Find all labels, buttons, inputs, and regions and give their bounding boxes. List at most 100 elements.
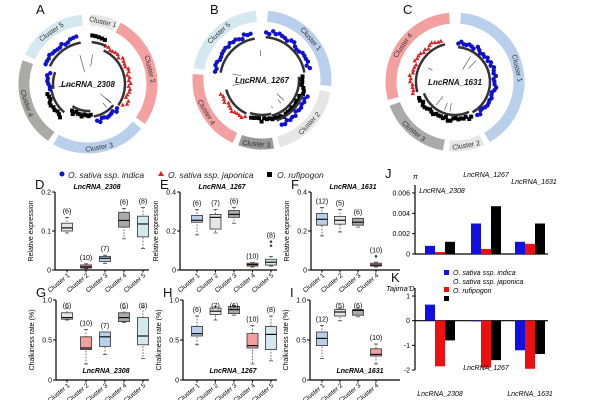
indica-marker (471, 46, 476, 51)
japonica-marker (432, 40, 438, 45)
japonica-marker (123, 64, 128, 69)
japonica-marker (221, 96, 227, 101)
rufipogon-marker (273, 115, 278, 120)
panel-letter-E: E (160, 177, 169, 192)
box-body (137, 215, 149, 238)
sample-count: (7) (101, 323, 110, 330)
cluster-ring-segment (25, 14, 84, 60)
tree-branch (225, 89, 247, 115)
indica-marker (214, 59, 220, 65)
sample-count: (6) (63, 303, 72, 310)
indica-marker (240, 36, 245, 42)
rufipogon-marker (285, 109, 290, 114)
indica-marker (46, 56, 51, 61)
y-tick-label: 0 (303, 268, 307, 275)
box-3: (6)Cluster 3 (214, 199, 240, 294)
bar-o-sativa-ssp-indica (471, 320, 481, 322)
y-tick-label: 0 (175, 378, 179, 385)
indica-marker (288, 117, 293, 123)
y-tick-label: 0.2 (41, 190, 51, 197)
legend-swatch-japonica (444, 287, 449, 292)
box-body (246, 333, 259, 349)
rufipogon-marker (301, 92, 306, 97)
panel-letter-I: I (290, 285, 294, 300)
japonica-marker (226, 100, 231, 105)
y-tick-label: 0.5 (169, 338, 179, 345)
rufipogon-marker (300, 74, 305, 79)
rufipogon-marker (443, 114, 448, 119)
box-1: (6)Cluster 1 (177, 307, 203, 400)
bar-o-sativa-ssp-japonica (525, 243, 535, 254)
rufipogon-marker (283, 111, 288, 116)
japonica-marker (416, 53, 421, 58)
indica-marker (226, 44, 231, 49)
rufipogon-marker (249, 115, 254, 120)
tree-branch (58, 85, 72, 87)
y-tick-label: -1 (404, 343, 410, 350)
indica-marker (223, 45, 228, 51)
rufipogon-marker (438, 114, 443, 119)
box-body (191, 214, 203, 223)
panel-e: E 0 0.2 0.4 Relative expression LncRNA_1267 (6… (153, 177, 277, 294)
y-axis-label: Tajima'D (386, 284, 415, 293)
species-legend: O. sativa ssp. indica O. sativa ssp. jap… (59, 170, 324, 180)
rufipogon-marker (431, 112, 436, 117)
rufipogon-marker (99, 36, 104, 41)
japonica-marker (410, 85, 415, 90)
tree-branch (422, 92, 470, 117)
indica-marker (236, 37, 242, 42)
tree-branch (444, 102, 448, 111)
japonica-marker (229, 109, 234, 114)
sample-count: (12) (316, 317, 328, 324)
box-body (99, 331, 111, 347)
indica-marker (241, 32, 247, 37)
cluster-ring-segment (389, 101, 446, 151)
tree-branch (449, 103, 452, 112)
indica-marker (296, 107, 302, 113)
japonica-marker (221, 94, 226, 99)
tree-gene-label: LncRNA_1267 (235, 76, 289, 85)
box-outlier (374, 255, 378, 258)
rufipogon-marker (434, 111, 439, 116)
sample-count: (10) (246, 254, 258, 261)
indica-marker (488, 60, 494, 65)
cluster-ring-segment (385, 12, 451, 100)
tree-branch (50, 90, 66, 114)
tree-branch (91, 40, 107, 48)
rufipogon-marker (88, 112, 93, 117)
rufipogon-marker (84, 113, 89, 118)
panel-letter-D: D (35, 177, 44, 192)
japonica-marker (410, 82, 415, 87)
y-axis-label: Relative expression (284, 200, 291, 261)
rufipogon-marker (47, 94, 52, 99)
y-tick-label: 0 (48, 378, 52, 385)
rufipogon-marker (275, 115, 280, 120)
japonica-marker (116, 55, 121, 60)
japonica-marker (411, 87, 416, 92)
panel-h: H 0 0.5 1.0 Chalkiness rate (%) LncRNA_1267 (6… (156, 285, 277, 400)
tree-branch (457, 45, 492, 114)
tree-branch (462, 56, 471, 70)
rufipogon-marker (74, 109, 79, 114)
tree-branch (271, 76, 301, 117)
rufipogon-marker (453, 116, 458, 121)
indica-marker (475, 112, 480, 118)
bar-o-sativa-ssp-indica (425, 245, 435, 254)
rufipogon-marker (48, 103, 53, 108)
box-body (61, 222, 73, 232)
indica-legend-label: O. sativa ssp. indica (68, 170, 144, 180)
rufipogon-marker (440, 116, 445, 121)
rufipogon-marker (45, 92, 50, 97)
japonica-marker (232, 109, 237, 114)
box-body (209, 214, 222, 230)
indica-marker (302, 96, 307, 101)
box-2: (7)Cluster 2 (195, 201, 222, 294)
y-axis-label: Chalkiness rate (%) (156, 309, 163, 370)
rufipogon-marker (90, 33, 95, 38)
sample-count: (7) (211, 201, 220, 208)
bar-o-rufipogon (491, 320, 501, 361)
